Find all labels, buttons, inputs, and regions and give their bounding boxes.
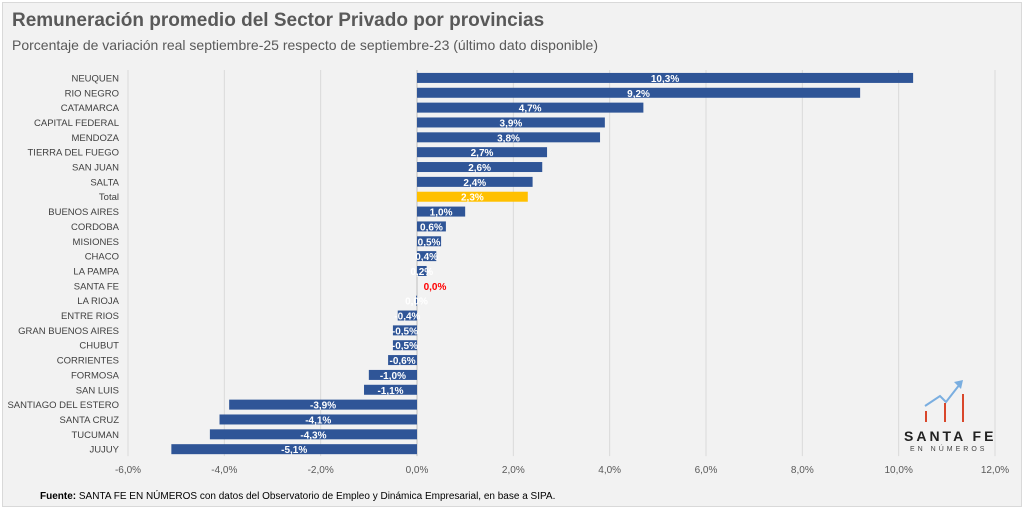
bar: [368, 369, 417, 380]
category-label: SANTA FE: [74, 281, 119, 292]
bar: [417, 87, 861, 98]
category-label: SALTA: [90, 177, 119, 188]
bar: [209, 429, 417, 440]
data-label: 2,3%: [461, 193, 484, 204]
data-label: 0,6%: [420, 222, 443, 233]
bar: [364, 384, 417, 395]
logo-subtitle: EN NÚMEROS: [910, 446, 988, 453]
x-tick-label: -6,0%: [115, 465, 141, 476]
data-label: -3,9%: [310, 401, 336, 412]
data-label: -1,0%: [380, 371, 406, 382]
data-label: -1,1%: [377, 386, 403, 397]
category-label: NEUQUEN: [71, 73, 119, 84]
category-label: LA RIOJA: [77, 296, 119, 307]
x-tick-label: 0,0%: [406, 465, 429, 476]
footer-text: SANTA FE EN NÚMEROS con datos del Observ…: [76, 491, 556, 502]
category-label: CORRIENTES: [57, 356, 119, 367]
category-label: RIO NEGRO: [65, 88, 119, 99]
category-label: TUCUMAN: [72, 430, 120, 441]
bar: [219, 414, 417, 425]
bar: [417, 132, 601, 143]
x-tick-label: 10,0%: [884, 465, 912, 476]
bar: [229, 399, 417, 410]
category-label: SAN JUAN: [72, 163, 119, 174]
bar: [417, 191, 528, 202]
chart-subtitle: Porcentaje de variación real septiembre-…: [12, 37, 598, 53]
chart-title: Remuneración promedio del Sector Privado…: [12, 10, 545, 31]
data-label: -0,4%: [394, 312, 420, 323]
data-label: 2,6%: [468, 163, 491, 174]
x-tick-label: 4,0%: [598, 465, 621, 476]
category-label: BUENOS AIRES: [48, 207, 119, 218]
x-tick-label: 12,0%: [981, 465, 1009, 476]
bar: [171, 444, 417, 455]
category-label: ENTRE RIOS: [61, 311, 119, 322]
bar: [417, 206, 466, 217]
bar: [417, 265, 427, 276]
data-label: 2,4%: [463, 178, 486, 189]
footer-label: Fuente:: [40, 491, 77, 502]
bar: [417, 147, 548, 158]
data-label: 1,0%: [430, 208, 453, 219]
category-label: MENDOZA: [72, 133, 120, 144]
category-label: GRAN BUENOS AIRES: [18, 326, 119, 337]
data-label: -0,5%: [392, 341, 418, 352]
bar: [417, 162, 543, 173]
data-label: -0,5%: [392, 326, 418, 337]
data-label: 2,7%: [471, 148, 494, 159]
source-footer: Fuente: SANTA FE EN NÚMEROS con datos de…: [40, 491, 555, 502]
x-tick-label: 6,0%: [695, 465, 718, 476]
data-label: 9,2%: [627, 89, 650, 100]
bar: [397, 310, 417, 321]
category-label: SANTIAGO DEL ESTERO: [7, 400, 119, 411]
data-label: 0,2%: [410, 267, 433, 278]
category-label: JUJUY: [89, 445, 119, 456]
category-label: CAPITAL FEDERAL: [34, 118, 119, 129]
data-label: -4,3%: [300, 430, 326, 441]
bar: [417, 221, 446, 232]
bar: [417, 102, 644, 113]
data-label: 0,0%: [424, 282, 447, 293]
bar: [392, 340, 417, 351]
data-label: 0,0%: [405, 297, 428, 308]
data-label: 0,5%: [418, 237, 441, 248]
x-tick-label: 2,0%: [502, 465, 525, 476]
data-label: -4,1%: [305, 415, 331, 426]
category-label: TIERRA DEL FUEGO: [28, 148, 120, 159]
category-label: CATAMARCA: [61, 103, 120, 114]
bar: [392, 325, 417, 336]
bar: [417, 176, 533, 187]
data-label: 10,3%: [651, 74, 679, 85]
category-label: CORDOBA: [71, 222, 120, 233]
data-label: 3,8%: [497, 133, 520, 144]
x-tick-label: 8,0%: [791, 465, 814, 476]
x-tick-label: -2,0%: [308, 465, 334, 476]
category-label: FORMOSA: [71, 370, 120, 381]
bar: [417, 251, 437, 262]
data-label: -0,6%: [389, 356, 415, 367]
category-label: Total: [99, 192, 119, 203]
category-label: SANTA CRUZ: [60, 415, 120, 426]
data-label: 4,7%: [519, 104, 542, 115]
bar: [417, 236, 442, 247]
bar: [416, 295, 418, 306]
bar: [388, 355, 417, 366]
data-label: 3,9%: [500, 118, 523, 129]
data-label: -5,1%: [281, 445, 307, 456]
x-tick-label: -4,0%: [211, 465, 237, 476]
category-label: SAN LUIS: [76, 385, 119, 396]
bar: [417, 72, 914, 83]
category-label: CHACO: [85, 252, 119, 263]
logo-title: SANTA FE: [904, 428, 997, 444]
bar: [417, 117, 605, 128]
category-label: MISIONES: [73, 237, 119, 248]
category-label: CHUBUT: [79, 341, 119, 352]
data-label: 0,4%: [415, 252, 438, 263]
category-label: LA PAMPA: [73, 266, 119, 277]
